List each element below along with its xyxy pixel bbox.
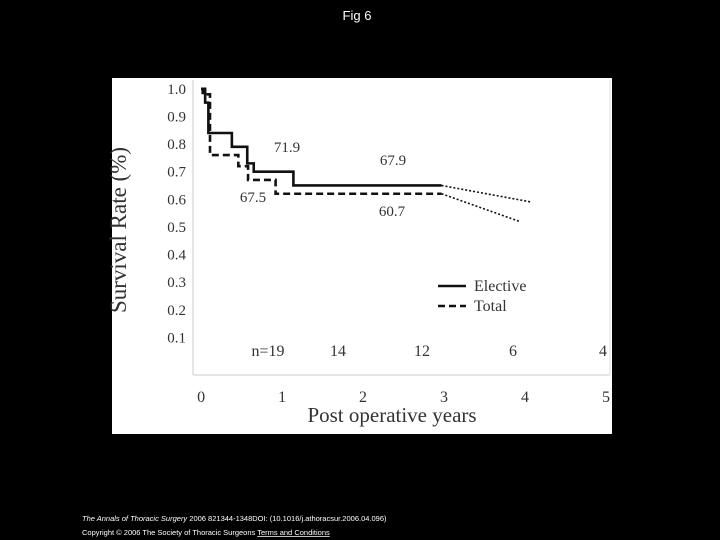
- at-risk-count: 14: [330, 343, 346, 360]
- survival-line: [201, 87, 442, 187]
- y-tick-label: 0.2: [167, 303, 186, 319]
- footer-line-2: Copyright © 2006 The Society of Thoracic…: [82, 528, 330, 537]
- y-tick-label: 0.7: [167, 165, 186, 181]
- projection-line: [441, 193, 520, 223]
- survival-line: [201, 87, 442, 196]
- x-tick-label: 4: [521, 389, 529, 406]
- legend-label: Total: [474, 298, 507, 315]
- at-risk-count: n=19: [251, 343, 284, 360]
- y-tick-label: 1.0: [167, 82, 186, 98]
- at-risk-count: 6: [509, 343, 517, 360]
- x-tick-label: 0: [197, 389, 205, 406]
- at-risk-count: 4: [599, 343, 607, 360]
- copyright: Copyright © 2006 The Society of Thoracic…: [82, 528, 256, 537]
- journal: The Annals of Thoracic Surgery: [82, 514, 188, 523]
- figure-background: [112, 78, 612, 434]
- y-axis-label: Survival Rate (%): [106, 147, 131, 313]
- at-risk-count: 12: [414, 343, 430, 360]
- annotation: 67.5: [240, 190, 266, 206]
- projection-line: [441, 184, 532, 203]
- annotation: 71.9: [274, 140, 300, 156]
- legend-label: Elective: [474, 278, 526, 295]
- annotation: 60.7: [379, 204, 406, 220]
- y-tick-label: 0.8: [167, 137, 186, 153]
- x-tick-label: 1: [278, 389, 286, 406]
- y-tick-label: 0.9: [167, 109, 186, 125]
- x-axis-label: Post operative years: [307, 403, 476, 427]
- slide-title: Fig 6: [343, 8, 372, 23]
- x-tick-label: 3: [440, 389, 448, 406]
- footer-line-1: The Annals of Thoracic Surgery 2006 8213…: [82, 514, 387, 523]
- terms-link[interactable]: Terms and Conditions: [257, 528, 330, 537]
- annotation: 67.9: [380, 153, 406, 169]
- y-tick-label: 0.3: [167, 275, 186, 291]
- y-tick-label: 0.5: [167, 220, 186, 236]
- y-tick-label: 0.1: [167, 330, 186, 346]
- y-tick-label: 0.4: [167, 248, 186, 264]
- x-tick-label: 2: [359, 389, 367, 406]
- y-tick-label: 0.6: [167, 192, 186, 208]
- citation: 2006 821344-1348DOI: (10.1016/j.athoracs…: [189, 514, 387, 523]
- x-tick-label: 5: [602, 389, 610, 406]
